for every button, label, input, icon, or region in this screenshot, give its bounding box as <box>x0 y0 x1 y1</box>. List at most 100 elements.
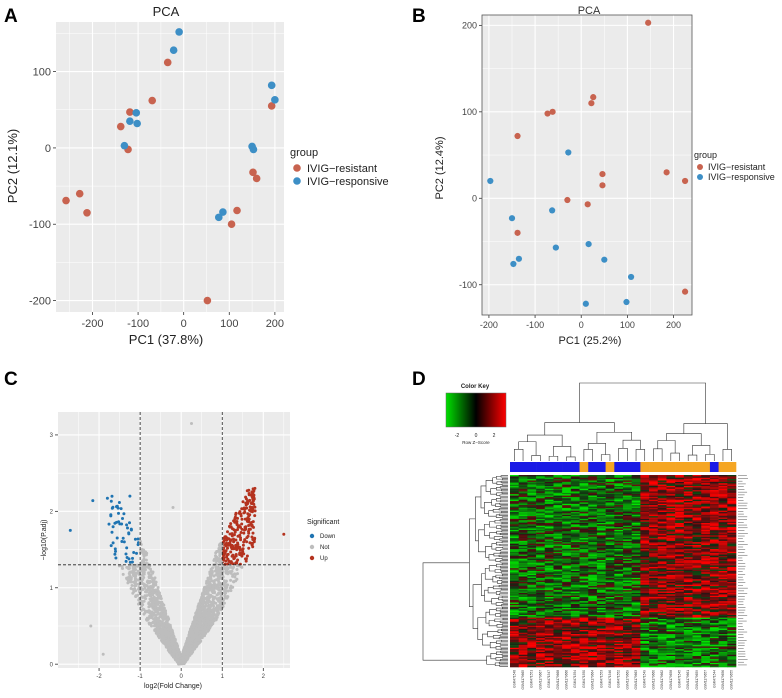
volcano-point-not <box>205 627 209 631</box>
volcano-point-not <box>157 616 161 620</box>
volcano-point-not <box>224 567 228 570</box>
volcano-point-up <box>232 533 236 537</box>
volcano-point-not <box>151 600 155 604</box>
point-ivig-resistant <box>75 189 84 198</box>
volcano-point-down <box>136 543 140 547</box>
volcano-point-up <box>250 521 253 524</box>
panel-c-legend-marker-down <box>309 533 315 539</box>
point-ivig-responsive <box>582 300 589 307</box>
volcano-point-not <box>202 631 206 635</box>
volcano-point-not <box>133 576 137 580</box>
panel-b-ylabel: PC2 (12.4%) <box>434 137 446 200</box>
volcano-point-not <box>226 583 230 587</box>
x-tick-label: 0 <box>181 318 187 330</box>
volcano-point-up <box>236 546 240 550</box>
y-tick-label: 0 <box>45 143 51 155</box>
volcano-point-down <box>133 537 137 541</box>
point-ivig-responsive <box>249 145 258 154</box>
x-tick-label: 2 <box>262 674 266 680</box>
volcano-point-up <box>253 514 257 518</box>
volcano-point-not <box>156 595 160 599</box>
volcano-point-not <box>224 596 228 600</box>
point-ivig-responsive <box>510 260 517 268</box>
volcano-point-not <box>235 568 239 571</box>
volcano-point-not <box>152 581 155 585</box>
volcano-point-down <box>115 505 118 509</box>
volcano-point-not <box>216 574 220 578</box>
volcano-point-up <box>250 535 254 539</box>
volcano-point-up <box>242 540 246 544</box>
volcano-point-not <box>136 569 140 573</box>
panel-c-legend: Significant Down Not Up <box>307 519 339 562</box>
volcano-point-not <box>192 633 196 637</box>
volcano-point-not <box>166 638 170 642</box>
volcano-point-not <box>145 618 149 622</box>
point-ivig-resistant <box>126 108 134 116</box>
volcano-point-not <box>190 644 194 648</box>
volcano-point-up <box>232 556 236 560</box>
volcano-point-not <box>126 581 130 585</box>
point-ivig-resistant <box>681 288 689 295</box>
volcano-point-not <box>222 601 226 605</box>
volcano-point-not <box>142 554 146 558</box>
x-tick-label: 0 <box>579 320 584 330</box>
volcano-point-up <box>247 546 251 550</box>
volcano-point-not <box>161 609 164 613</box>
point-ivig-resistant <box>681 177 689 185</box>
volcano-point-not <box>131 573 135 577</box>
volcano-point-up <box>225 541 228 545</box>
color-key: Color Key -2 0 2 Row Z−Score <box>445 384 507 445</box>
point-ivig-responsive <box>175 28 183 36</box>
volcano-point-not <box>147 593 151 597</box>
volcano-point-not <box>143 552 147 556</box>
volcano-point-not <box>162 630 166 634</box>
panel-a-xlabel: PC1 (37.8%) <box>129 332 203 347</box>
y-tick-label: -200 <box>29 295 51 307</box>
volcano-point-up <box>243 528 246 532</box>
volcano-point-not <box>208 571 212 575</box>
panel-b-title: PCA <box>578 5 601 17</box>
volcano-point-not <box>216 613 220 616</box>
volcano-point-not <box>153 629 157 632</box>
volcano-point-not <box>148 585 152 589</box>
volcano-point-up <box>237 524 241 528</box>
volcano-point-down <box>110 494 114 498</box>
volcano-point-not <box>134 580 138 584</box>
volcano-point-up <box>238 548 242 552</box>
volcano-point-not <box>229 585 233 589</box>
volcano-point-up <box>234 513 238 516</box>
volcano-point-up <box>231 553 235 557</box>
volcano-point-not <box>144 558 148 562</box>
volcano-point-not <box>200 606 204 610</box>
volcano-point-not <box>156 622 160 626</box>
volcano-point-not <box>196 628 200 632</box>
volcano-point-not <box>138 597 142 600</box>
volcano-point-not <box>202 595 206 599</box>
point-ivig-responsive <box>132 109 141 117</box>
volcano-point-not <box>214 556 218 560</box>
volcano-point-not <box>172 646 176 650</box>
volcano-point-not <box>211 584 215 588</box>
volcano-point-down <box>109 499 113 503</box>
volcano-point-not <box>195 624 199 628</box>
panel-c-xlabel: log2(Fold Change) <box>144 683 202 690</box>
volcano-point-not <box>134 594 138 598</box>
volcano-point-down <box>111 525 115 529</box>
panel-label-b: B <box>412 6 426 27</box>
volcano-point-not <box>156 586 160 589</box>
y-tick-label: 0 <box>472 193 477 203</box>
volcano-point-up <box>226 530 229 534</box>
volcano-point-not <box>206 611 209 615</box>
volcano-point-not <box>226 589 230 593</box>
volcano-point-not <box>208 625 212 629</box>
volcano-point-not <box>200 613 204 617</box>
point-ivig-resistant <box>116 122 125 131</box>
volcano-point-not <box>202 619 206 622</box>
volcano-point-not <box>135 563 139 567</box>
panel-b-legend-entry-resistant: IVIG−resistant <box>708 162 766 172</box>
volcano-point-up <box>225 554 229 558</box>
volcano-point-not <box>226 570 230 574</box>
volcano-point-not <box>200 627 204 631</box>
volcano-point-not <box>217 557 221 561</box>
volcano-point-not <box>141 582 145 586</box>
